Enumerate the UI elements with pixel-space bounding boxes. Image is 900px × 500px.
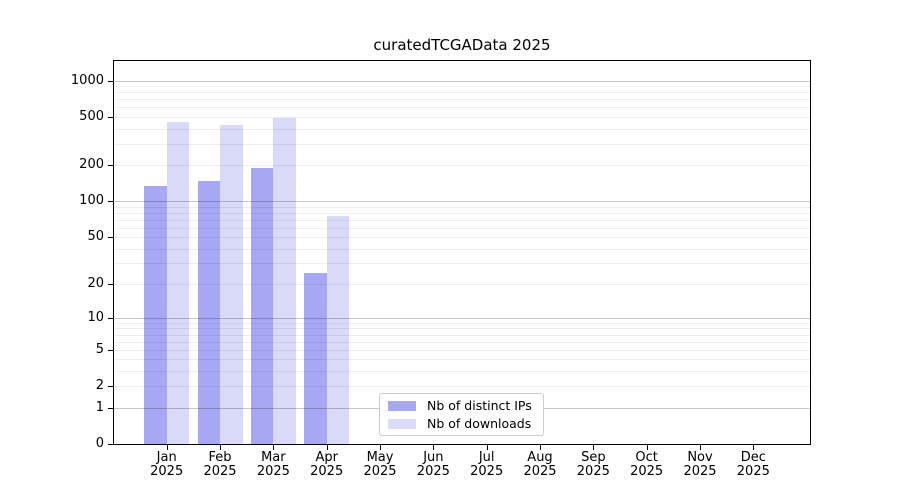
y-tick bbox=[108, 408, 114, 409]
y-tick-label: 1 bbox=[95, 399, 104, 415]
y-gridline-minor bbox=[114, 237, 810, 238]
y-gridline-minor bbox=[114, 263, 810, 264]
x-tick-label: Sep 2025 bbox=[576, 450, 610, 479]
x-tick bbox=[273, 444, 275, 450]
y-gridline-minor bbox=[114, 284, 810, 285]
bar-downloads-feb bbox=[220, 125, 243, 444]
x-tick-label: Jun 2025 bbox=[416, 450, 450, 479]
x-tick-label: Aug 2025 bbox=[523, 450, 557, 479]
x-tick bbox=[753, 444, 755, 450]
y-tick-label: 500 bbox=[79, 108, 104, 124]
y-gridline-minor bbox=[114, 323, 810, 324]
legend-swatch-downloads bbox=[388, 418, 416, 429]
x-tick-label: Dec 2025 bbox=[736, 450, 770, 479]
x-tick bbox=[540, 444, 541, 450]
legend-label-downloads: Nb of downloads bbox=[427, 416, 532, 431]
legend-entry-downloads: Nb of downloads bbox=[388, 416, 535, 431]
x-tick-label: Jul 2025 bbox=[470, 450, 504, 479]
bar-downloads-jan bbox=[166, 122, 190, 444]
y-gridline-major bbox=[114, 318, 810, 319]
y-tick bbox=[108, 386, 114, 387]
y-gridline-major bbox=[114, 81, 810, 82]
y-tick-label: 20 bbox=[87, 275, 104, 291]
y-gridline-minor bbox=[114, 129, 810, 130]
y-gridline-minor bbox=[114, 144, 810, 145]
legend-entry-distinct-ips: Nb of distinct IPs bbox=[388, 398, 535, 413]
legend-label-distinct-ips: Nb of distinct IPs bbox=[427, 398, 532, 413]
legend: Nb of distinct IPs Nb of downloads bbox=[379, 393, 544, 436]
x-tick bbox=[486, 444, 488, 450]
x-tick bbox=[220, 444, 222, 450]
y-tick-label: 0 bbox=[95, 436, 104, 451]
y-tick bbox=[108, 284, 114, 285]
x-tick-label: Jan 2025 bbox=[150, 450, 184, 479]
y-gridline-minor bbox=[114, 371, 810, 372]
y-gridline-minor bbox=[114, 359, 810, 360]
x-tick bbox=[380, 444, 382, 450]
y-tick bbox=[108, 237, 114, 238]
chart-title: curatedTCGAData 2025 bbox=[373, 36, 551, 54]
y-tick bbox=[108, 444, 114, 445]
x-tick bbox=[700, 444, 701, 450]
y-tick-label: 100 bbox=[79, 193, 104, 209]
y-gridline-major bbox=[114, 201, 810, 202]
y-gridline-minor bbox=[114, 213, 810, 214]
bar-downloads-mar bbox=[273, 118, 296, 444]
y-gridline-minor bbox=[114, 386, 810, 387]
y-tick-label: 5 bbox=[95, 341, 104, 357]
bar-distinct-ips-jan bbox=[144, 185, 167, 444]
y-tick bbox=[108, 318, 114, 319]
x-tick bbox=[593, 444, 595, 450]
bar-downloads-apr bbox=[326, 216, 350, 444]
y-gridline-minor bbox=[114, 342, 810, 343]
y-gridline-minor bbox=[114, 328, 810, 329]
x-tick-label: May 2025 bbox=[363, 450, 397, 479]
x-tick bbox=[166, 444, 168, 450]
x-tick-label: Nov 2025 bbox=[683, 450, 717, 479]
bar-distinct-ips-feb bbox=[197, 181, 221, 444]
y-gridline-minor bbox=[114, 107, 810, 108]
y-tick-label: 50 bbox=[87, 229, 104, 245]
y-gridline-minor bbox=[114, 165, 810, 166]
legend-swatch-distinct-ips bbox=[388, 400, 416, 411]
plot-area bbox=[113, 60, 811, 445]
y-tick bbox=[108, 117, 114, 118]
x-tick bbox=[433, 444, 435, 450]
y-gridline-minor bbox=[114, 220, 810, 221]
y-gridline-minor bbox=[114, 350, 810, 351]
bar-distinct-ips-mar bbox=[250, 167, 274, 444]
y-tick-label: 200 bbox=[79, 156, 104, 172]
y-gridline-minor bbox=[114, 249, 810, 250]
y-gridline-minor bbox=[114, 86, 810, 87]
x-tick-label: Feb 2025 bbox=[203, 450, 237, 479]
y-tick-label: 10 bbox=[87, 309, 104, 325]
x-tick-label: Oct 2025 bbox=[630, 450, 664, 479]
x-tick-label: Mar 2025 bbox=[256, 450, 290, 479]
y-gridline-minor bbox=[114, 335, 810, 336]
bar-distinct-ips-apr bbox=[304, 272, 327, 444]
y-gridline-minor bbox=[114, 228, 810, 229]
y-tick bbox=[108, 350, 114, 351]
y-gridline-minor bbox=[114, 207, 810, 208]
y-tick-label: 2 bbox=[95, 378, 104, 394]
y-gridline-minor bbox=[114, 117, 810, 118]
y-tick bbox=[108, 81, 114, 82]
x-tick bbox=[326, 444, 328, 450]
x-tick-label: Apr 2025 bbox=[310, 450, 344, 479]
y-tick bbox=[108, 165, 114, 166]
x-tick bbox=[646, 444, 648, 450]
y-tick-label: 1000 bbox=[70, 72, 104, 88]
y-gridline-minor bbox=[114, 92, 810, 93]
y-gridline-minor bbox=[114, 99, 810, 100]
y-tick bbox=[108, 201, 114, 202]
